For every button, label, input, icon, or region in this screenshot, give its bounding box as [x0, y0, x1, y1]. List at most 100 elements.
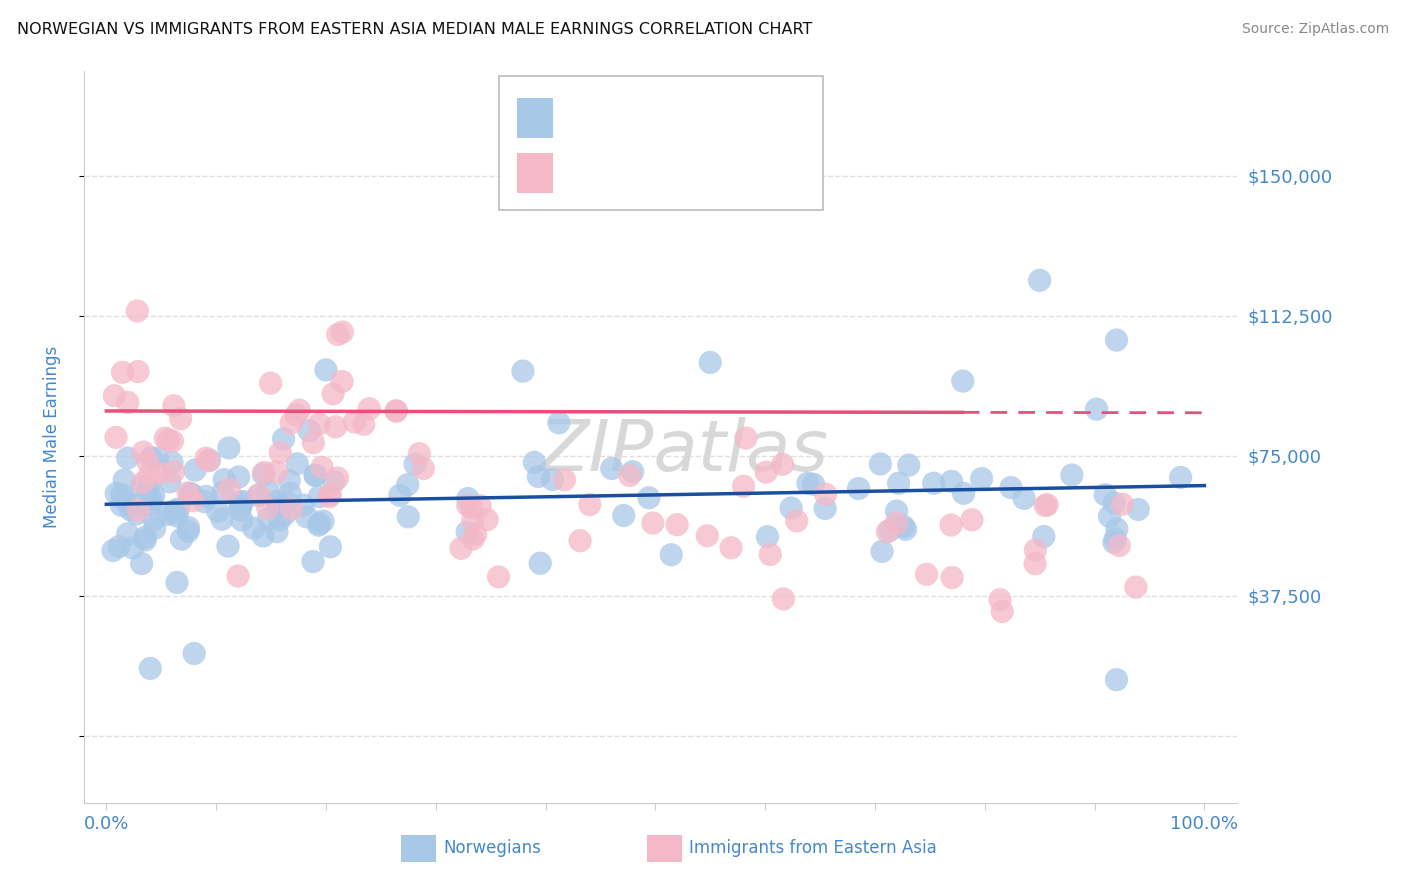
Point: [343, 415, 366, 429]
Point: [1105, 522, 1128, 536]
Point: [803, 477, 825, 491]
Point: [897, 458, 920, 472]
Point: [326, 327, 349, 342]
Point: [621, 465, 644, 479]
Point: [638, 491, 661, 505]
Text: NORWEGIAN VS IMMIGRANTS FROM EASTERN ASIA MEDIAN MALE EARNINGS CORRELATION CHART: NORWEGIAN VS IMMIGRANTS FROM EASTERN ASI…: [17, 22, 813, 37]
Point: [139, 499, 162, 513]
Point: [569, 533, 592, 548]
Point: [456, 524, 478, 539]
Point: [1036, 498, 1059, 512]
Point: [101, 543, 124, 558]
Point: [177, 524, 200, 539]
Point: [128, 503, 150, 517]
Point: [696, 529, 718, 543]
Point: [461, 513, 484, 527]
Point: [166, 575, 188, 590]
Text: Source: ZipAtlas.com: Source: ZipAtlas.com: [1241, 22, 1389, 37]
Point: [385, 404, 408, 418]
Point: [756, 530, 779, 544]
Point: [304, 468, 326, 483]
Point: [325, 419, 347, 434]
Point: [894, 522, 917, 536]
Point: [699, 355, 721, 369]
Point: [1012, 491, 1035, 506]
Point: [266, 524, 288, 539]
Point: [322, 387, 344, 401]
Point: [184, 463, 207, 477]
Point: [121, 541, 143, 555]
Point: [886, 504, 908, 518]
Text: 138: 138: [730, 110, 768, 128]
Y-axis label: Median Male Earnings: Median Male Earnings: [42, 346, 60, 528]
Point: [308, 417, 330, 431]
Point: [1024, 543, 1046, 558]
Point: [146, 451, 169, 466]
Point: [127, 304, 149, 318]
Point: [353, 417, 375, 432]
Point: [952, 486, 974, 500]
Point: [269, 445, 291, 459]
Point: [157, 433, 180, 447]
Point: [619, 468, 641, 483]
Point: [141, 491, 163, 506]
Point: [330, 375, 353, 389]
Point: [197, 454, 219, 468]
Point: [218, 482, 240, 496]
Point: [169, 411, 191, 425]
Point: [229, 500, 252, 514]
Point: [139, 661, 162, 675]
Point: [139, 450, 162, 465]
Point: [1060, 468, 1083, 483]
Point: [285, 457, 308, 471]
Point: [252, 529, 274, 543]
Point: [288, 403, 311, 417]
Point: [163, 504, 186, 518]
Point: [170, 532, 193, 546]
Point: [755, 465, 778, 479]
Point: [232, 494, 254, 508]
Point: [488, 570, 510, 584]
Point: [541, 473, 564, 487]
Point: [308, 490, 330, 504]
Point: [156, 508, 179, 522]
Text: N =: N =: [685, 165, 740, 183]
Text: Immigrants from Eastern Asia: Immigrants from Eastern Asia: [689, 839, 936, 857]
Point: [193, 494, 215, 508]
Point: [257, 483, 280, 497]
Point: [527, 469, 550, 483]
Point: [136, 454, 159, 468]
Point: [1105, 673, 1128, 687]
Point: [218, 441, 240, 455]
Point: [247, 488, 270, 502]
Point: [179, 486, 201, 500]
Point: [120, 503, 142, 517]
Point: [163, 506, 186, 520]
Point: [1125, 580, 1147, 594]
Point: [285, 408, 308, 422]
Point: [720, 541, 742, 555]
Point: [132, 445, 155, 459]
Point: [256, 501, 278, 516]
Point: [988, 592, 1011, 607]
Point: [1102, 535, 1125, 549]
Point: [870, 544, 893, 558]
Point: [142, 488, 165, 502]
Point: [735, 431, 758, 445]
Point: [385, 404, 408, 418]
Point: [952, 374, 974, 388]
Point: [181, 493, 204, 508]
Point: [134, 530, 156, 544]
Point: [600, 461, 623, 475]
Point: [166, 508, 188, 523]
Point: [318, 490, 340, 504]
Point: [194, 451, 217, 466]
Point: [266, 494, 288, 508]
Point: [326, 471, 349, 485]
Text: ZIPatlas: ZIPatlas: [540, 417, 828, 486]
Point: [1024, 557, 1046, 571]
Point: [207, 504, 229, 518]
Point: [160, 455, 183, 469]
Point: [266, 465, 288, 479]
Point: [149, 467, 172, 481]
